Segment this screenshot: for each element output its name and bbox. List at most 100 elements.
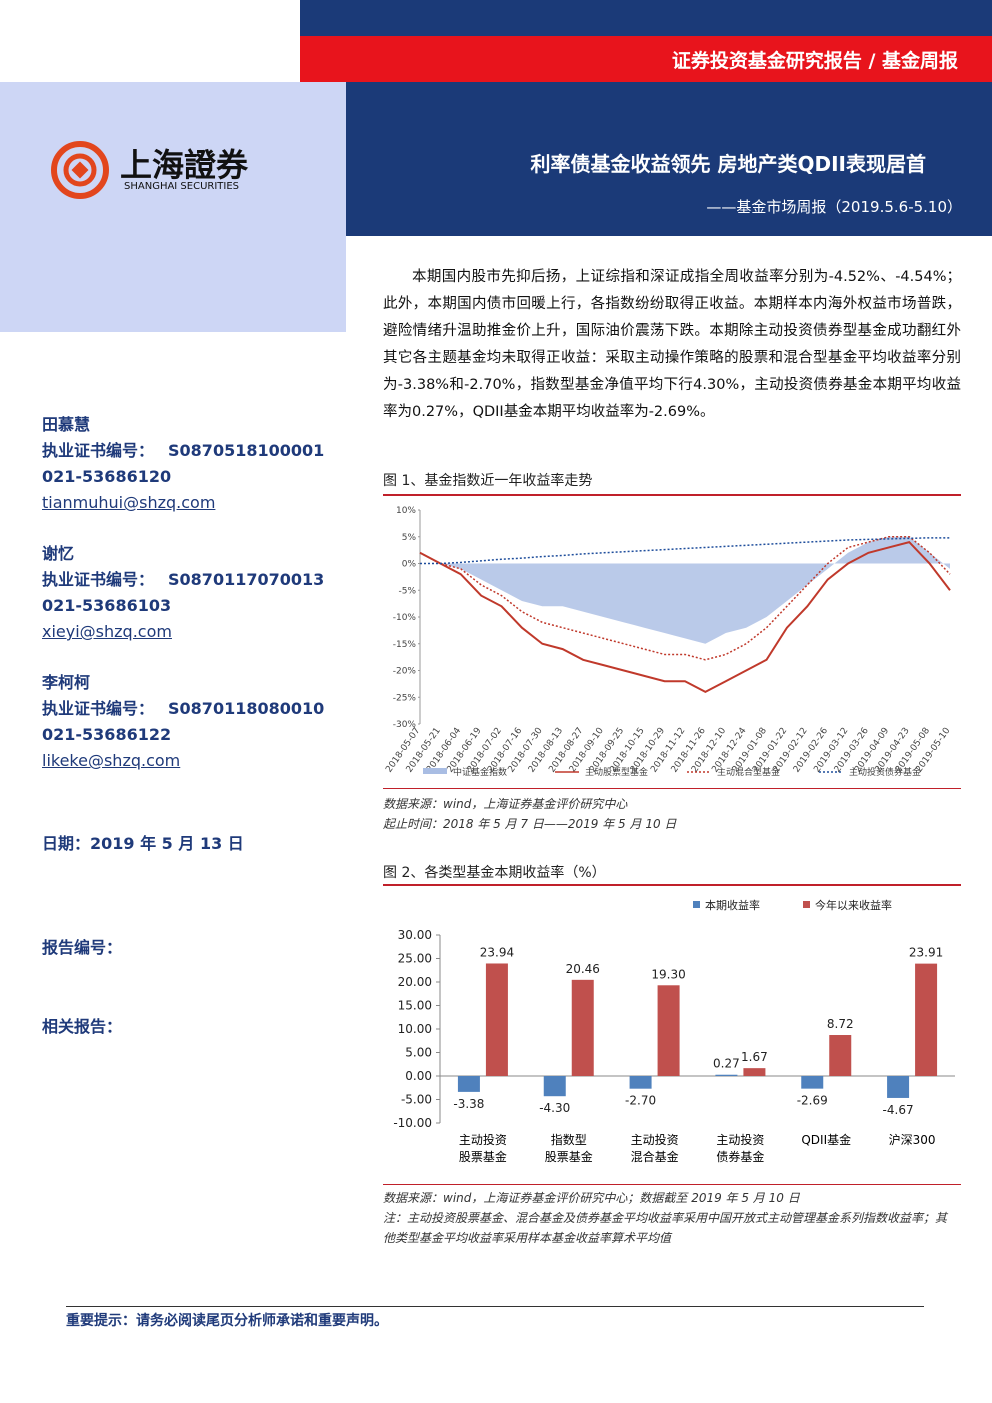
bar <box>915 963 938 1076</box>
bar <box>571 979 594 1076</box>
logo-en: SHANGHAI SECURITIES <box>124 181 240 192</box>
y-tick-label: 30.00 <box>398 928 432 942</box>
cert-row: 执业证书编号： S0870118080010 <box>42 696 324 722</box>
summary: 本期国内股市先抑后扬，上证综指和深证成指全周收益率分别为-4.52%、-4.54… <box>383 269 961 420</box>
bar <box>629 1076 652 1089</box>
x-tick-label: 主动投资 债券基金 <box>716 1133 765 1164</box>
value-label: -2.69 <box>797 1094 828 1108</box>
y-tick-label: 15.00 <box>398 999 432 1013</box>
report-no: 报告编号： <box>42 938 123 957</box>
bar <box>543 1076 566 1097</box>
analyst-name: 田慕慧 <box>42 415 91 434</box>
bar <box>485 963 508 1076</box>
value-label: -4.30 <box>539 1101 570 1115</box>
email: tianmuhui@shzq.com <box>42 493 216 512</box>
series-name: 证券投资基金研究报告 / 基金周报 <box>671 50 958 72</box>
y-tick-label: 5% <box>402 533 417 543</box>
phone: 021-53686122 <box>42 725 172 744</box>
y-tick-label: -25% <box>393 693 417 703</box>
legend-label: 主动股票型基金 <box>585 766 648 778</box>
y-tick-label: -10% <box>393 613 417 623</box>
value-label: -2.70 <box>625 1094 656 1108</box>
y-tick-label: -30% <box>393 720 417 730</box>
legend-label: 中证基金指数 <box>453 766 507 778</box>
y-tick-label: 20.00 <box>398 975 432 989</box>
logo-box <box>0 82 346 332</box>
rule <box>383 788 961 789</box>
y-tick-label: -10.00 <box>393 1116 432 1130</box>
area <box>420 536 950 644</box>
y-tick-label: 0% <box>402 560 417 570</box>
cert-no: S0870518100001 <box>168 441 325 460</box>
cert-row: 执业证书编号： S0870518100001 <box>42 438 324 464</box>
rule <box>383 884 961 886</box>
rule <box>66 1306 924 1307</box>
title: 利率债基金收益领先 房地产类QDII表现居首 <box>530 152 926 176</box>
y-tick-label: -20% <box>393 667 417 677</box>
bar <box>457 1076 480 1092</box>
value-label: 23.94 <box>480 945 514 959</box>
legend-label: 本期收益率 <box>705 898 760 912</box>
bar <box>829 1035 852 1076</box>
y-tick-label: -5% <box>398 586 416 596</box>
figure-caption: 图 1、基金指数近一年收益率走势 <box>383 473 593 489</box>
y-tick-label: 0.00 <box>405 1069 432 1083</box>
note: 起止时间：2018 年 5 月 7 日——2019 年 5 月 10 日 <box>383 817 677 831</box>
logo-cn: 上海證券 <box>120 146 249 184</box>
rule <box>383 494 961 496</box>
logo-emblem <box>51 141 109 199</box>
y-tick-label: 10% <box>396 506 416 516</box>
line <box>420 537 950 565</box>
legend-label: 今年以来收益率 <box>815 898 892 912</box>
analyst: 谢忆执业证书编号： S0870117070013 021-53686103 xieyi… <box>42 541 324 645</box>
footer: 重要提示：请务必阅读尾页分析师承诺和重要声明。 <box>66 1313 388 1329</box>
y-tick-label: -15% <box>393 640 417 650</box>
date: 日期：2019 年 5 月 13 日 <box>42 834 244 853</box>
note: 注：主动投资股票基金、混合基金及债券基金平均收益率采用中国开放式主动管理基金系列… <box>383 1211 948 1245</box>
value-label: 23.91 <box>909 946 943 960</box>
y-tick-label: -5.00 <box>401 1093 432 1107</box>
phone: 021-53686103 <box>42 596 172 615</box>
x-tick-label: 指数型 股票基金 <box>544 1133 593 1164</box>
header-red <box>300 36 992 82</box>
bar <box>657 985 680 1076</box>
value-label: 19.30 <box>651 967 685 981</box>
x-tick-label: 主动投资 混合基金 <box>630 1133 679 1164</box>
value-label: 8.72 <box>827 1017 854 1031</box>
analyst-name: 李柯柯 <box>42 673 91 692</box>
cert-row: 执业证书编号： S0870117070013 <box>42 567 324 593</box>
line <box>419 540 951 694</box>
chart: -10.00 -5.00 0.00 5.00 10.00 15.00 20.00 25.00 3… <box>393 898 955 1130</box>
email: xieyi@shzq.com <box>42 622 172 641</box>
y-tick-label: 10.00 <box>398 1022 432 1036</box>
line <box>419 536 951 661</box>
value-label: 0.27 <box>713 1057 740 1071</box>
y-tick-label: 25.00 <box>398 952 432 966</box>
related: 相关报告： <box>42 1017 123 1036</box>
cert-label: 执业证书编号： <box>42 570 155 589</box>
chart: -30%-25%-20%-15%-10%-5%0%5%10%2018-05-07… <box>384 506 952 778</box>
bar <box>801 1076 824 1089</box>
phone: 021-53686120 <box>42 467 172 486</box>
value-label: -3.38 <box>453 1097 484 1111</box>
legend-swatch <box>803 901 810 908</box>
value-label: -4.67 <box>883 1103 914 1117</box>
value-label: 20.46 <box>566 962 600 976</box>
cert-label: 执业证书编号： <box>42 699 155 718</box>
analyst: 田慕慧执业证书编号： S0870518100001 021-53686120 tian… <box>42 412 324 516</box>
x-tick-label: 主动投资 股票基金 <box>458 1133 507 1164</box>
x-tick-label: QDII基金 <box>801 1133 852 1147</box>
analyst: 李柯柯 执业证书编号： S0870118080010 021-53686122 like… <box>42 670 324 774</box>
analysts: 田慕慧执业证书编号： S0870518100001 021-53686120 tian… <box>42 412 324 799</box>
bar <box>887 1076 910 1098</box>
legend-label: 主动混合型基金 <box>717 766 780 778</box>
legend-label: 主动投资债券基金 <box>849 766 921 778</box>
cert-label: 执业证书编号： <box>42 441 155 460</box>
bar <box>715 1074 738 1076</box>
note: 数据来源：wind，上海证券基金评价研究中心；数据截至 2019 年 5 月 1… <box>383 1191 800 1205</box>
analyst-name: 谢忆 <box>42 544 75 563</box>
rule <box>383 1184 961 1185</box>
legend-swatch <box>693 901 700 908</box>
y-tick-label: 5.00 <box>405 1046 432 1060</box>
